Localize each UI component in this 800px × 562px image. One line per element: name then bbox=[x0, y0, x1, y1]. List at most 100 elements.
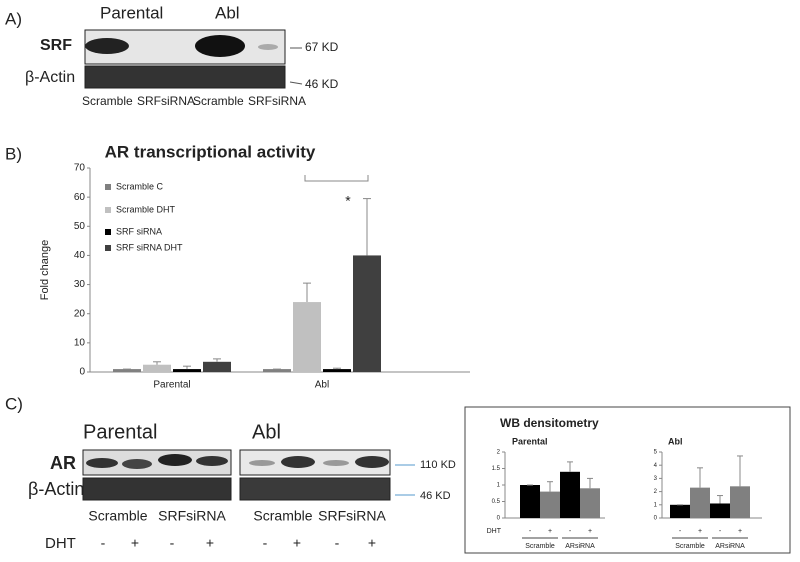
blot-c bbox=[82, 449, 415, 501]
y-tick-label: 0 bbox=[497, 516, 501, 522]
band bbox=[281, 456, 315, 468]
legend-swatch bbox=[105, 245, 111, 251]
bar bbox=[293, 302, 321, 372]
column-label: Abl bbox=[252, 421, 281, 443]
treatment-sign: - bbox=[263, 535, 268, 551]
treatment-sign: - bbox=[719, 528, 722, 535]
legend-label: Scramble DHT bbox=[116, 204, 176, 214]
blot-strip bbox=[239, 477, 391, 501]
row-label: AR bbox=[50, 453, 76, 473]
band bbox=[85, 38, 129, 54]
lane-label: Scramble bbox=[253, 508, 312, 524]
y-tick-label: 4 bbox=[654, 463, 658, 469]
bar bbox=[203, 361, 231, 372]
x-axis-label: DHT bbox=[487, 528, 502, 535]
band bbox=[86, 458, 118, 468]
lane-label: SRFsiRNA bbox=[248, 94, 306, 108]
lane-label: SRFsiRNA bbox=[318, 508, 386, 524]
band bbox=[355, 456, 389, 468]
treatment-sign: - bbox=[335, 535, 340, 551]
bar bbox=[670, 504, 690, 518]
row-label: SRF bbox=[40, 37, 72, 54]
inset-box bbox=[464, 406, 791, 554]
bar bbox=[730, 486, 750, 518]
treatment-label: DHT bbox=[45, 535, 76, 552]
band bbox=[258, 44, 278, 50]
row-label: β-Actin bbox=[28, 479, 84, 499]
band bbox=[122, 459, 152, 469]
y-tick-label: 60 bbox=[74, 192, 86, 203]
y-tick-label: 20 bbox=[74, 308, 86, 319]
size-label: 110 KD bbox=[420, 459, 456, 471]
size-marker bbox=[289, 81, 303, 85]
lane-label: SRFsiRNA bbox=[137, 94, 195, 108]
group-label: ARsiRNA bbox=[715, 543, 745, 550]
inset-title: WB densitometry bbox=[500, 416, 599, 430]
panel-label: C) bbox=[5, 394, 23, 413]
treatment-sign: - bbox=[170, 535, 175, 551]
y-tick-label: 0 bbox=[654, 516, 658, 522]
y-tick-label: 30 bbox=[74, 279, 86, 290]
treatment-sign: + bbox=[588, 528, 592, 535]
treatment-sign: + bbox=[293, 535, 301, 551]
bar bbox=[173, 369, 201, 372]
bar bbox=[580, 488, 600, 518]
bar bbox=[143, 364, 171, 372]
treatment-sign: - bbox=[101, 535, 106, 551]
legend-swatch bbox=[105, 229, 111, 235]
treatment-sign: + bbox=[131, 535, 139, 551]
y-tick-label: 2 bbox=[654, 489, 658, 495]
column-label: Abl bbox=[215, 3, 240, 22]
bar bbox=[520, 485, 540, 518]
treatment-sign: + bbox=[206, 535, 214, 551]
panel-label: A) bbox=[5, 9, 22, 28]
y-tick-label: 40 bbox=[74, 250, 86, 261]
y-tick-label: 50 bbox=[74, 221, 86, 232]
group-label: Scramble bbox=[525, 543, 555, 550]
significance-bracket bbox=[304, 175, 369, 182]
bar bbox=[710, 503, 730, 518]
size-label: 46 KD bbox=[420, 490, 451, 502]
lane-label: Scramble bbox=[88, 508, 147, 524]
y-tick-label: 0.5 bbox=[492, 499, 501, 505]
group-label: Scramble bbox=[675, 543, 705, 550]
lane-label: Scramble bbox=[82, 94, 133, 108]
bar bbox=[353, 255, 381, 372]
legend-swatch bbox=[105, 207, 111, 213]
size-label: 67 KD bbox=[305, 40, 339, 54]
y-tick-label: 1 bbox=[654, 502, 658, 508]
chart-title: Abl bbox=[668, 436, 683, 446]
band bbox=[323, 460, 349, 466]
legend-label: Scramble C bbox=[116, 181, 164, 191]
bar bbox=[323, 369, 351, 372]
band bbox=[249, 460, 275, 466]
treatment-sign: + bbox=[548, 528, 552, 535]
panel-label: B) bbox=[5, 144, 22, 163]
row-label: β-Actin bbox=[25, 69, 75, 86]
y-tick-label: 3 bbox=[654, 476, 658, 482]
y-tick-label: 0 bbox=[79, 367, 85, 378]
band bbox=[195, 35, 245, 57]
blot-strip bbox=[82, 477, 232, 501]
y-axis-label: Fold change bbox=[39, 240, 51, 301]
bar bbox=[560, 471, 580, 518]
y-tick-label: 2 bbox=[497, 450, 501, 456]
chart-title: Parental bbox=[512, 436, 548, 446]
treatment-sign: + bbox=[738, 528, 742, 535]
legend-label: SRF siRNA bbox=[116, 226, 162, 236]
y-tick-label: 1 bbox=[497, 483, 501, 489]
blot-a bbox=[84, 29, 303, 89]
band bbox=[196, 456, 228, 466]
chart-title: AR transcriptional activity bbox=[105, 142, 316, 161]
bar bbox=[690, 487, 710, 518]
bar bbox=[263, 369, 291, 372]
size-label: 46 KD bbox=[305, 77, 339, 91]
band bbox=[158, 454, 192, 466]
annotation: * bbox=[345, 193, 351, 209]
column-label: Parental bbox=[83, 421, 158, 443]
x-tick-label: Abl bbox=[315, 380, 329, 391]
group-label: ARsiRNA bbox=[565, 543, 595, 550]
bar bbox=[113, 369, 141, 372]
treatment-sign: - bbox=[679, 528, 682, 535]
